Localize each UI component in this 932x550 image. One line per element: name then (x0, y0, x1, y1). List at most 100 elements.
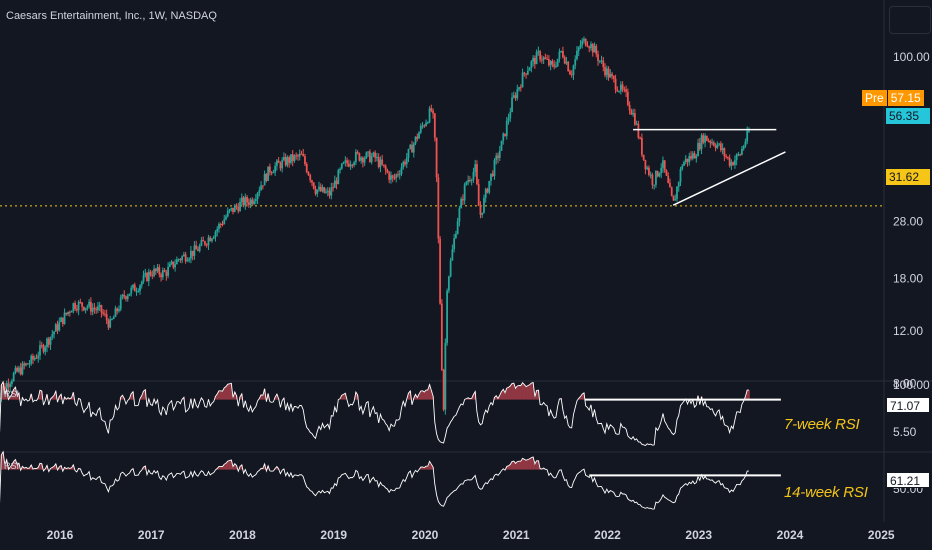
candles (0, 36, 750, 415)
candle-body (202, 240, 205, 242)
candle-body (572, 65, 575, 76)
candle-body (35, 357, 38, 359)
candle-body (391, 175, 394, 178)
candle-body (684, 158, 687, 163)
candle-body (384, 165, 387, 171)
candle-body (104, 313, 106, 315)
candle-body (61, 317, 64, 324)
candle-body (40, 345, 43, 347)
candle-body (19, 367, 22, 375)
candle-body (146, 272, 148, 282)
candle-body (288, 157, 291, 163)
candle-body (605, 68, 608, 76)
candle-body (263, 173, 266, 186)
candle-body (172, 261, 175, 268)
candle-body (312, 182, 315, 189)
candle-body (205, 244, 208, 246)
rising-trendline (672, 151, 786, 206)
candle-body (744, 141, 747, 147)
candle-body (733, 160, 736, 166)
candle-body (363, 158, 366, 163)
candle-body (161, 270, 164, 278)
candle-body (419, 125, 422, 133)
candle-body (507, 118, 510, 121)
candle-body (186, 260, 189, 262)
candle-body (748, 131, 750, 133)
candle-body (154, 268, 157, 272)
candle-body (633, 113, 636, 125)
candle-body (504, 133, 506, 136)
rsi-axis-label: 100.00 (893, 378, 930, 392)
candle-body (23, 363, 26, 366)
candle-body (82, 306, 85, 311)
chart-settings-button[interactable] (889, 6, 931, 34)
candle-body (328, 190, 331, 196)
candle-body (3, 386, 6, 390)
candle-body (214, 231, 217, 238)
candle-body (649, 174, 652, 176)
candle-body (135, 291, 138, 293)
candle-body (49, 337, 52, 345)
candle-body (28, 363, 31, 365)
candle-body (123, 294, 126, 297)
candle-body (488, 180, 491, 193)
candle-body (26, 363, 29, 365)
candle-body (32, 355, 34, 360)
candle-body (316, 189, 319, 194)
candle-body (44, 347, 47, 352)
candle-body (246, 197, 248, 203)
candle-body (0, 397, 1, 399)
rsi14-pane-tag: RSI (4, 461, 20, 471)
candle-body (74, 303, 76, 309)
candle-body (449, 260, 452, 277)
candle-body (465, 182, 468, 185)
candle-body (258, 190, 261, 194)
candle-body (741, 148, 743, 155)
candle-body (518, 87, 520, 90)
candle-body (351, 164, 354, 166)
candle-body (690, 156, 692, 159)
candle-body (525, 73, 527, 75)
candle-body (674, 199, 677, 201)
candle-body (125, 296, 127, 300)
candle-body (412, 143, 415, 153)
candle-body (655, 170, 657, 185)
candle-body (407, 148, 410, 158)
candle-body (628, 104, 631, 111)
candle-body (274, 165, 277, 173)
candle-body (116, 308, 119, 312)
candle-body (142, 275, 145, 282)
candle-body (118, 309, 120, 312)
candle-body (51, 334, 54, 338)
candle-body (639, 137, 642, 139)
candle-body (339, 168, 341, 171)
candle-body (149, 271, 152, 276)
candle-body (332, 187, 334, 189)
candle-body (207, 237, 210, 246)
candle-body (416, 136, 419, 139)
candle-body (297, 155, 299, 157)
candle-body (493, 160, 496, 177)
candle-body (79, 301, 82, 303)
candle-body (539, 51, 542, 60)
candle-body (640, 137, 643, 155)
candle-body (114, 308, 117, 318)
x-tick-label: 2025 (868, 528, 895, 542)
candle-body (302, 153, 305, 157)
candle-body (95, 309, 98, 311)
candle-body (60, 317, 62, 322)
candle-body (732, 162, 735, 166)
candle-body (165, 271, 168, 276)
candle-body (211, 238, 213, 242)
candle-body (244, 197, 247, 206)
candle-body (188, 258, 191, 261)
candle-body (435, 137, 438, 178)
candle-body (277, 160, 280, 163)
candle-body (581, 40, 584, 45)
candle-body (423, 125, 426, 127)
candle-body (81, 302, 84, 307)
candle-body (454, 233, 457, 239)
candle-body (705, 135, 708, 141)
candle-body (53, 331, 55, 335)
